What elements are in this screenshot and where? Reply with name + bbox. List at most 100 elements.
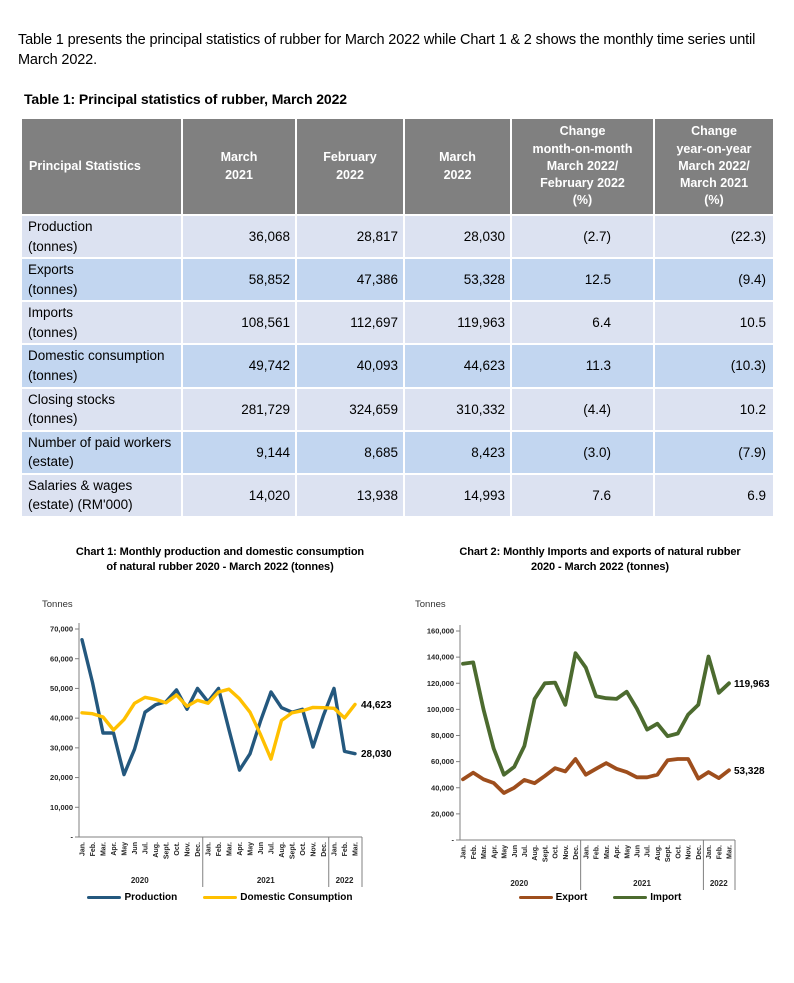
x-tick-label: Jun — [132, 842, 139, 854]
chart2-legend: Export Import — [410, 892, 790, 903]
series-end-label: 119,963 — [734, 679, 770, 690]
x-tick-label: Nov. — [563, 845, 570, 860]
x-tick-label: Apr. — [491, 845, 498, 859]
column-header: Change year-on-year March 2022/ March 20… — [655, 119, 775, 216]
x-tick-label: Mar. — [353, 842, 360, 856]
value-cell: 8,423 — [405, 431, 512, 475]
x-tick-label: Sept. — [290, 842, 297, 859]
table-row: Salaries & wages (estate) (RM'000) 14,020… — [22, 474, 775, 518]
year-label: 2022 — [336, 876, 354, 885]
chart1-canvas: Tonnes 70,000 60,000 50,000 40,000 30,000 20,0… — [42, 599, 392, 887]
value-cell: 40,093 — [297, 345, 405, 389]
table-row: Number of paid workers (estate) 9,144 8,68… — [22, 431, 775, 475]
table-row: Domestic consumption (tonnes) 49,742 40,09… — [22, 345, 775, 389]
y-tick-label: 30,000 — [50, 743, 73, 752]
production-line — [80, 638, 357, 777]
y-tick-label: 140,000 — [427, 653, 454, 662]
table-row: Exports (tonnes) 58,852 47,386 53,328 12.5 (9… — [22, 259, 775, 303]
production-line-swatch — [87, 895, 122, 900]
table-row: Imports (tonnes) 108,561 112,697 119,963 6.4… — [22, 302, 775, 346]
y-tick-label: 160,000 — [427, 627, 454, 636]
value-cell: (10.3) — [655, 345, 775, 389]
value-cell: (3.0) — [512, 431, 655, 475]
value-cell: 14,993 — [405, 474, 512, 518]
y-tick-label: - — [452, 836, 455, 845]
x-tick-label: Feb. — [216, 842, 223, 856]
y-tick-label: 60,000 — [431, 757, 454, 766]
value-cell: 36,068 — [183, 216, 297, 260]
x-tick-label: Oct. — [675, 845, 682, 859]
year-label: 2021 — [257, 876, 275, 885]
value-cell: 11.3 — [512, 345, 655, 389]
x-tick-label: Jul. — [645, 845, 652, 857]
x-tick-label: May — [248, 842, 255, 856]
x-tick-label: Dec. — [573, 845, 580, 860]
value-cell: (4.4) — [512, 388, 655, 432]
y-tick-label: - — [71, 833, 74, 842]
legend-item-production: Production — [87, 892, 177, 903]
value-cell: 324,659 — [297, 388, 405, 432]
column-header: March 2021 — [183, 119, 297, 216]
year-label: 2020 — [131, 876, 149, 885]
y-tick-label: 40,000 — [431, 783, 454, 792]
x-tick-label: May — [122, 842, 129, 856]
x-tick-label: Jan. — [80, 842, 87, 856]
value-cell: (2.7) — [512, 216, 655, 260]
export-line-swatch — [518, 895, 553, 900]
value-cell: 6.4 — [512, 302, 655, 346]
x-tick-label: Mar. — [227, 842, 234, 856]
column-header: Principal Statistics — [22, 119, 183, 216]
value-cell: 13,938 — [297, 474, 405, 518]
legend-item-domestic-consumption: Domestic Consumption — [203, 892, 353, 903]
x-tick-label: Jan. — [206, 842, 213, 856]
y-tick-label: 80,000 — [431, 731, 454, 740]
value-cell: 10.2 — [655, 388, 775, 432]
x-tick-label: Feb. — [90, 842, 97, 856]
principal-statistics-table: Principal Statistics March 2021 February 2… — [22, 119, 775, 518]
series-end-label: 44,623 — [361, 700, 392, 711]
x-tick-label: Jul. — [522, 845, 529, 857]
x-tick-label: Jul. — [143, 842, 150, 854]
value-cell: 49,742 — [183, 345, 297, 389]
row-label: Closing stocks (tonnes) — [22, 388, 183, 432]
value-cell: 28,030 — [405, 216, 512, 260]
value-cell: 6.9 — [655, 474, 775, 518]
legend-item-export: Export — [518, 892, 587, 903]
value-cell: (9.4) — [655, 259, 775, 303]
x-tick-label: Nov. — [185, 842, 192, 857]
domestic-consumption-line — [80, 687, 357, 761]
x-tick-label: Jul. — [269, 842, 276, 854]
y-tick-label: 100,000 — [427, 705, 454, 714]
x-tick-label: Feb. — [471, 845, 478, 859]
x-tick-label: Jun — [512, 845, 519, 857]
chart2-canvas: Tonnes 160,000 140,000 120,000 100,000 80,000… — [415, 599, 770, 890]
column-header: February 2022 — [297, 119, 405, 216]
legend-label: Production — [124, 892, 178, 903]
x-tick-label: Jan. — [706, 845, 713, 859]
legend-item-import: Import — [613, 892, 681, 903]
year-label: 2021 — [633, 879, 651, 888]
year-label: 2022 — [710, 879, 728, 888]
export-line — [461, 757, 731, 795]
x-tick-label: Oct. — [300, 842, 307, 856]
x-tick-label: May — [624, 845, 631, 859]
x-tick-label: Mar. — [481, 845, 488, 859]
row-label: Number of paid workers (estate) — [22, 431, 183, 475]
x-tick-label: Sept. — [164, 842, 171, 859]
chart1-title: Chart 1: Monthly production and domestic… — [75, 546, 365, 573]
value-cell: 7.6 — [512, 474, 655, 518]
intro-paragraph: Table 1 presents the principal statistic… — [18, 32, 756, 68]
row-label: Production (tonnes) — [22, 216, 183, 260]
x-tick-label: Sept. — [542, 845, 549, 862]
y-tick-label: 40,000 — [50, 714, 73, 723]
series-end-label: 53,328 — [734, 766, 765, 777]
x-tick-label: Aug. — [279, 842, 286, 858]
import-line-swatch — [613, 895, 648, 900]
x-tick-label: Jan. — [583, 845, 590, 859]
x-tick-label: Jan. — [332, 842, 339, 856]
series-end-label: 28,030 — [361, 749, 392, 760]
x-tick-label: Feb. — [716, 845, 723, 859]
value-cell: 112,697 — [297, 302, 405, 346]
x-tick-label: Aug. — [153, 842, 160, 858]
x-tick-label: Jan. — [461, 845, 468, 859]
